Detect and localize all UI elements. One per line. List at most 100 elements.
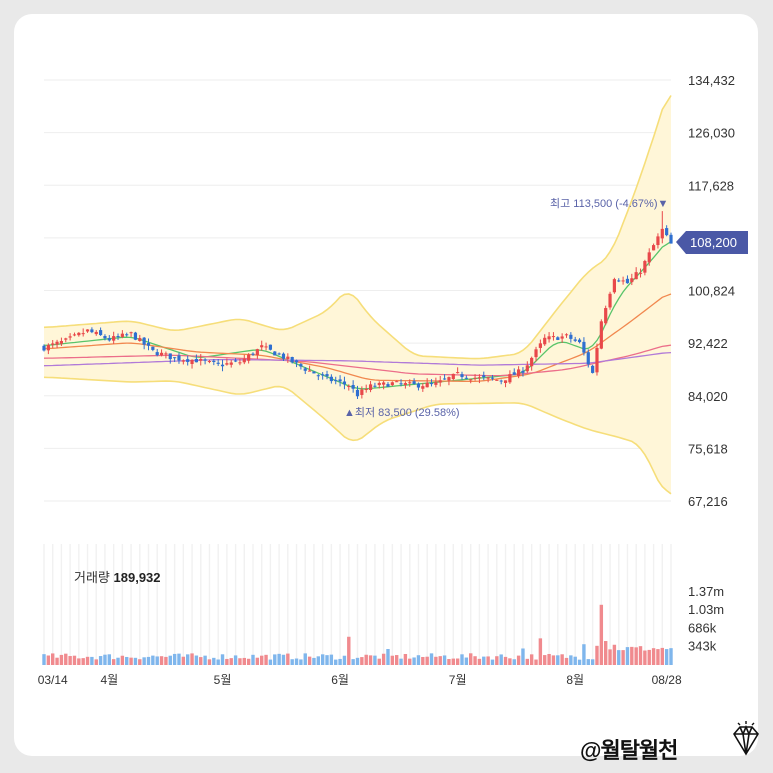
- candle-body: [199, 359, 203, 361]
- candle-body: [634, 272, 638, 280]
- candle-body: [604, 308, 608, 324]
- volume-bar: [499, 654, 503, 665]
- volume-bar: [373, 655, 377, 665]
- volume-bar: [595, 645, 599, 665]
- candle-body: [577, 339, 582, 343]
- volume-bar: [229, 658, 233, 665]
- volume-bars: [42, 604, 673, 665]
- volume-bar: [630, 646, 634, 665]
- volume-bar: [46, 655, 51, 665]
- volume-bar: [582, 644, 586, 665]
- volume-bar: [294, 658, 299, 665]
- candle-body: [229, 362, 233, 365]
- candle-body: [408, 382, 412, 384]
- candle-body: [325, 374, 329, 377]
- candle-body: [373, 385, 377, 387]
- volume-bar: [242, 657, 246, 665]
- x-axis: 03/14 4월 5월 6월 7월 8월 08/28: [38, 673, 682, 687]
- volume-bar: [560, 654, 564, 665]
- candle-body: [521, 370, 525, 373]
- candle-body: [268, 344, 273, 350]
- volume-value: 189,932: [113, 570, 161, 585]
- x-tick-label: 8월: [566, 673, 584, 687]
- volume-bar: [255, 657, 260, 665]
- volume-bar: [412, 657, 416, 665]
- candle-body: [51, 343, 55, 345]
- volume-bar: [68, 656, 72, 665]
- candle-body: [81, 333, 85, 335]
- volume-bar: [312, 657, 316, 665]
- candle-body: [194, 358, 198, 363]
- volume-bar: [586, 659, 590, 665]
- candle-body: [395, 381, 399, 383]
- candle-body: [669, 234, 673, 244]
- candle-body: [625, 278, 630, 284]
- volume-bar: [660, 647, 664, 665]
- volume-bar: [203, 655, 207, 665]
- volume-bar: [460, 654, 464, 665]
- volume-bar: [408, 658, 412, 665]
- candle-body: [538, 343, 542, 348]
- candle-body: [530, 357, 534, 367]
- volume-bar: [434, 656, 438, 665]
- volume-bar: [477, 658, 482, 665]
- candle-body: [464, 377, 468, 379]
- candle-body: [612, 279, 616, 293]
- candle-body: [368, 384, 373, 390]
- volume-bar: [521, 648, 525, 665]
- volume-bar: [125, 656, 129, 665]
- y-tick-label: 92,422: [688, 336, 728, 351]
- candle-body: [447, 377, 451, 381]
- candle-body: [490, 377, 495, 379]
- volume-bar: [347, 636, 351, 665]
- volume-bar: [625, 647, 630, 665]
- candle-body: [399, 383, 403, 385]
- candle-body: [556, 337, 560, 340]
- candle-body: [534, 349, 538, 358]
- candle-body: [338, 379, 342, 382]
- candle-body: [129, 332, 133, 334]
- volume-bar: [129, 657, 133, 665]
- x-tick-label: 08/28: [652, 673, 682, 687]
- volume-bar: [98, 656, 103, 665]
- price-tag-shape: [676, 231, 748, 254]
- candle-body: [512, 372, 516, 375]
- volume-bar: [390, 655, 395, 665]
- candle-body: [308, 370, 312, 372]
- volume-bar: [543, 655, 547, 665]
- candle-body: [159, 352, 164, 356]
- volume-bar: [403, 653, 408, 665]
- candle-body: [599, 321, 603, 349]
- candle-body: [85, 329, 90, 332]
- candle-body: [442, 378, 447, 380]
- volume-bar: [664, 649, 669, 665]
- volume-bar: [634, 647, 638, 665]
- volume-bar: [199, 657, 203, 665]
- candle-body: [608, 293, 612, 308]
- candle-body: [547, 336, 551, 340]
- candle-body: [425, 382, 429, 388]
- volume-bar: [42, 654, 46, 665]
- volume-bar: [320, 654, 325, 665]
- candle-body: [255, 349, 259, 356]
- volume-bar: [603, 641, 608, 665]
- candle-body: [564, 334, 569, 336]
- candle-body: [116, 336, 120, 338]
- candle-body: [334, 380, 338, 382]
- candle-body: [146, 342, 151, 346]
- volume-bar: [81, 658, 85, 665]
- candle-body: [377, 382, 381, 386]
- candle-body: [551, 336, 556, 338]
- volume-bar: [621, 650, 625, 665]
- candle-body: [469, 379, 473, 381]
- volume-bar: [429, 653, 434, 665]
- candle-body: [495, 379, 499, 381]
- y-tick-label: 84,020: [688, 389, 728, 404]
- candle-body: [434, 382, 438, 385]
- volume-bar: [190, 653, 194, 665]
- volume-bar: [564, 657, 569, 665]
- volume-bar: [490, 659, 495, 665]
- candle-body: [46, 344, 50, 351]
- y-tick-label: 117,628: [688, 178, 734, 193]
- current-price-tag: 108,200: [676, 231, 748, 254]
